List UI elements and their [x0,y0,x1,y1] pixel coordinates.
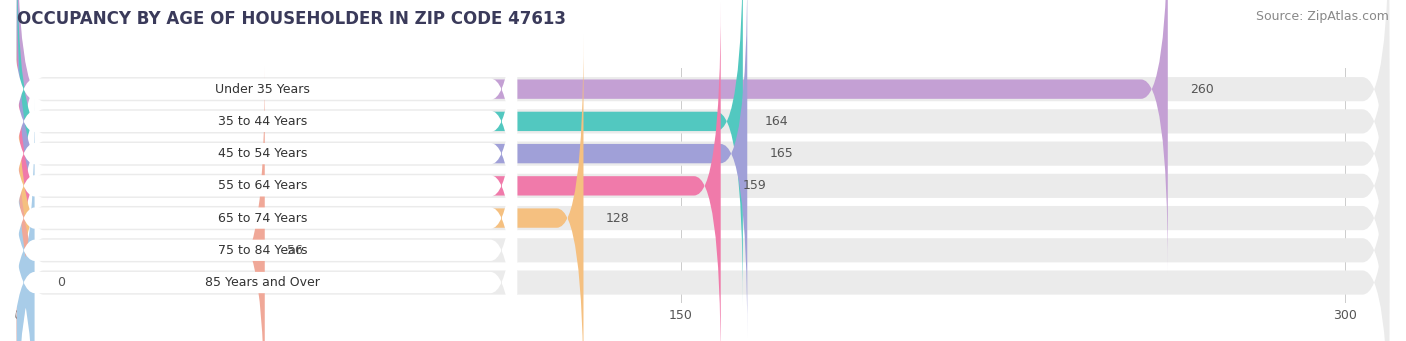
Text: 75 to 84 Years: 75 to 84 Years [218,244,308,257]
FancyBboxPatch shape [17,66,264,341]
Text: 45 to 54 Years: 45 to 54 Years [218,147,308,160]
Text: Under 35 Years: Under 35 Years [215,83,309,95]
FancyBboxPatch shape [8,99,44,341]
FancyBboxPatch shape [17,69,1389,341]
Text: OCCUPANCY BY AGE OF HOUSEHOLDER IN ZIP CODE 47613: OCCUPANCY BY AGE OF HOUSEHOLDER IN ZIP C… [17,10,565,28]
Text: 55 to 64 Years: 55 to 64 Years [218,179,308,192]
FancyBboxPatch shape [17,0,1389,303]
FancyBboxPatch shape [17,0,1168,273]
FancyBboxPatch shape [17,0,1389,335]
Text: 35 to 44 Years: 35 to 44 Years [218,115,307,128]
FancyBboxPatch shape [8,3,517,341]
Text: 260: 260 [1189,83,1213,95]
FancyBboxPatch shape [8,100,517,341]
FancyBboxPatch shape [8,35,517,341]
Text: 56: 56 [287,244,302,257]
Text: Source: ZipAtlas.com: Source: ZipAtlas.com [1256,10,1389,23]
FancyBboxPatch shape [8,0,517,304]
FancyBboxPatch shape [17,0,1389,270]
Text: 128: 128 [606,211,630,225]
Text: 85 Years and Over: 85 Years and Over [205,276,321,289]
FancyBboxPatch shape [17,4,1389,341]
Text: 159: 159 [742,179,766,192]
FancyBboxPatch shape [17,0,742,305]
FancyBboxPatch shape [8,0,517,336]
Text: 165: 165 [769,147,793,160]
Text: 0: 0 [56,276,65,289]
FancyBboxPatch shape [8,68,517,341]
Text: 164: 164 [765,115,789,128]
FancyBboxPatch shape [17,37,1389,341]
FancyBboxPatch shape [17,0,747,337]
FancyBboxPatch shape [17,101,1389,341]
FancyBboxPatch shape [8,0,517,272]
Text: 65 to 74 Years: 65 to 74 Years [218,211,308,225]
FancyBboxPatch shape [17,2,721,341]
FancyBboxPatch shape [17,34,583,341]
